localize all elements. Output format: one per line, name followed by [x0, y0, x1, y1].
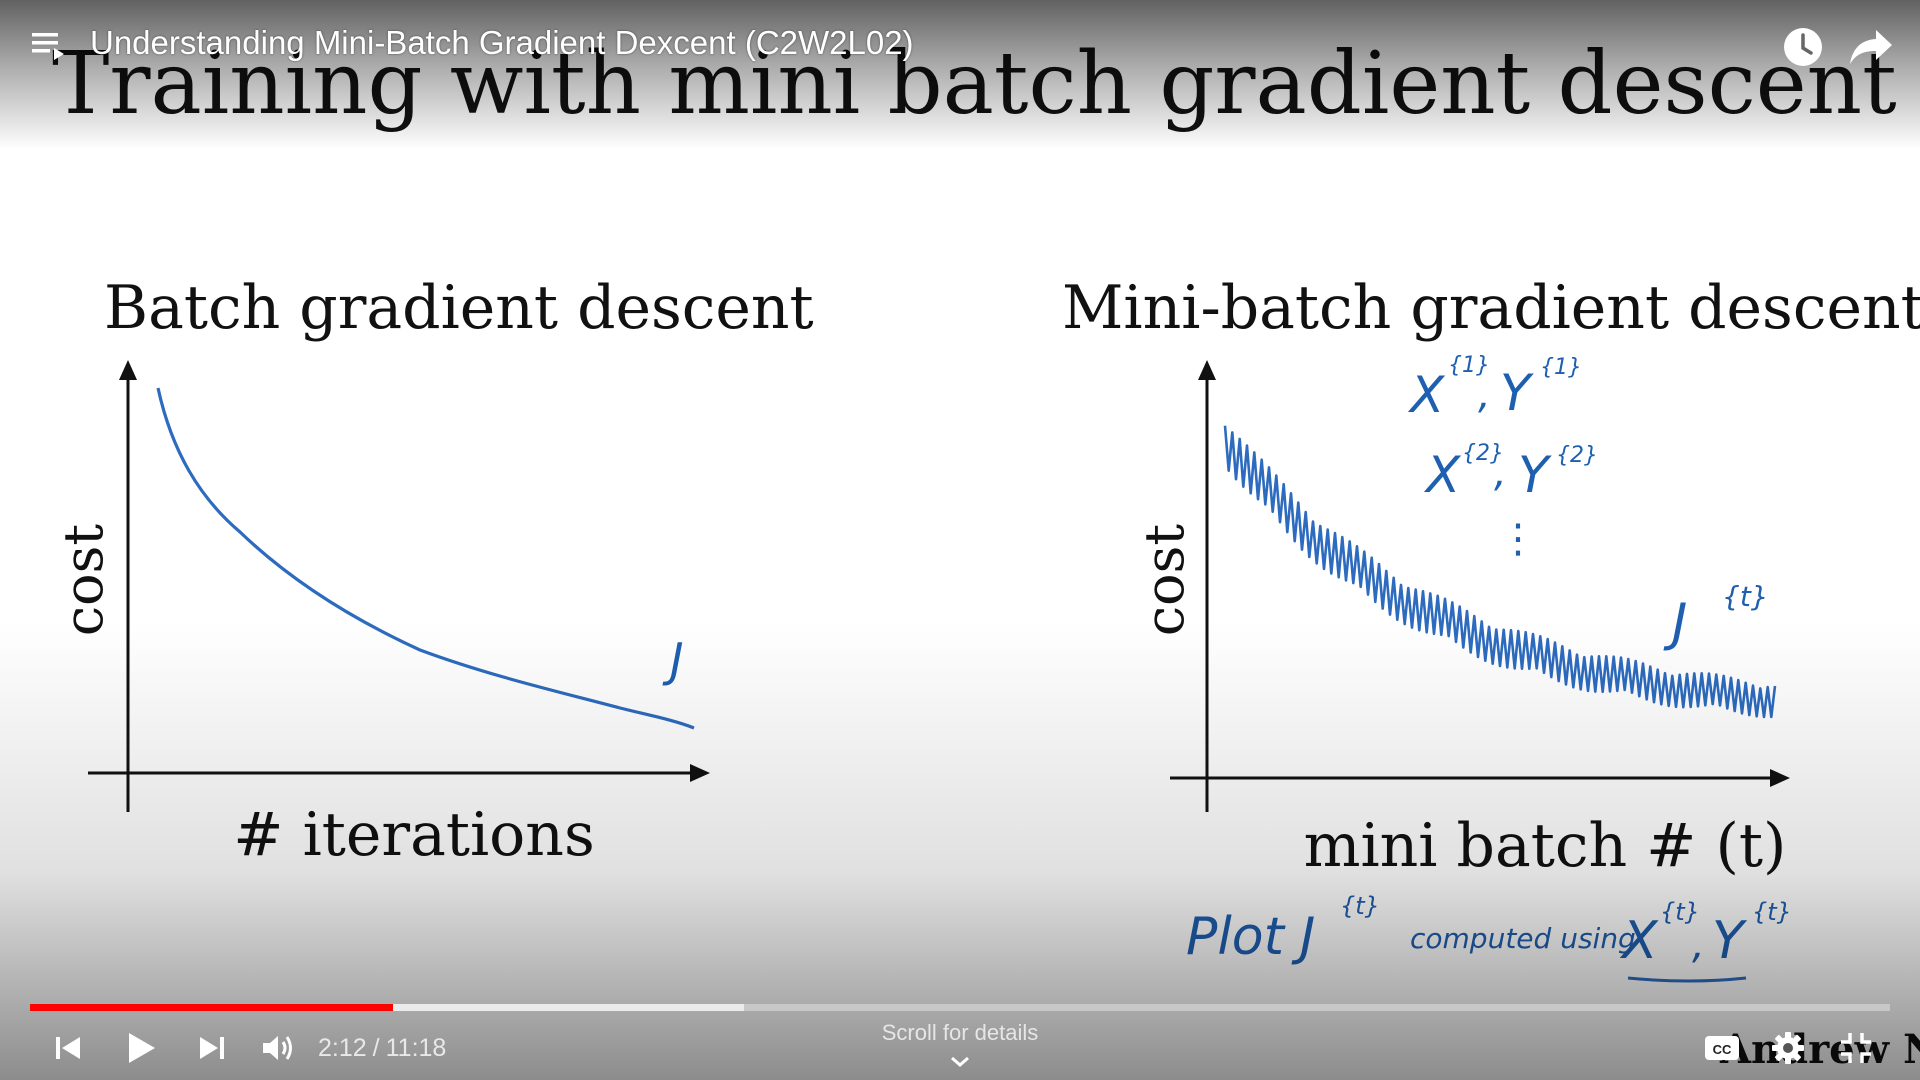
batch-gd-title: Batch gradient descent — [104, 273, 814, 343]
duration: 11:18 — [385, 1034, 447, 1062]
minibatch-gd-y-arrow — [1198, 360, 1216, 380]
svg-text:{1}: {1} — [1448, 353, 1490, 378]
svg-text:Y: Y — [1712, 911, 1748, 971]
batch-gd-curve-label: J — [662, 633, 684, 687]
svg-text:X: X — [1407, 366, 1446, 424]
seek-bar-played — [30, 1004, 393, 1011]
slide-footnote: Plot J {t} computed using X {t} , Y {t} — [1186, 892, 1792, 983]
next-icon[interactable] — [196, 1032, 228, 1064]
minibatch-gd-plot: Mini-batch gradient descent cost mini ba… — [1062, 273, 1920, 881]
minibatch-note-dots: ⋮ — [1498, 516, 1538, 562]
svg-text:J: J — [1663, 593, 1687, 653]
batch-gd-y-arrow — [119, 360, 137, 380]
minibatch-gd-ylabel: cost — [1133, 524, 1196, 636]
time-separator: / — [372, 1034, 380, 1062]
minibatch-gd-title: Mini-batch gradient descent — [1062, 273, 1920, 343]
svg-text:,: , — [1478, 372, 1491, 418]
minibatch-note-2: X {2} , Y {2} — [1423, 441, 1598, 504]
share-icon[interactable] — [1846, 24, 1896, 70]
svg-text:CC: CC — [1713, 1042, 1732, 1057]
exit-fullscreen-icon[interactable] — [1838, 1030, 1874, 1066]
svg-text:,: , — [1692, 922, 1705, 968]
previous-icon[interactable] — [52, 1032, 84, 1064]
current-time: 2:12 — [318, 1034, 367, 1062]
minibatch-gd-xlabel: mini batch # (t) — [1304, 811, 1787, 881]
svg-text:Y: Y — [1500, 364, 1534, 422]
batch-gd-cost-curve — [156, 387, 695, 730]
batch-gd-ylabel: cost — [52, 524, 115, 636]
svg-text:{t}: {t} — [1660, 898, 1700, 926]
play-icon[interactable] — [124, 1030, 158, 1066]
footnote-underline — [1627, 976, 1747, 983]
batch-gd-xlabel: # iterations — [233, 800, 594, 870]
svg-text:{2}: {2} — [1462, 441, 1504, 466]
player-controls: 2:12/11:18 Scroll for details CC — [0, 1020, 1920, 1080]
watermark: Andrew Ng — [1719, 1026, 1920, 1073]
svg-text:,: , — [1494, 450, 1507, 496]
video-title[interactable]: Understanding Mini-Batch Gradient Dexcen… — [90, 24, 914, 61]
svg-text:{t}: {t} — [1722, 580, 1769, 613]
batch-gd-x-arrow — [690, 764, 710, 782]
minibatch-curve-label: J {t} — [1663, 580, 1769, 653]
svg-text:computed using: computed using — [1410, 922, 1636, 955]
svg-text:{t}: {t} — [1340, 892, 1380, 920]
chevron-down-icon[interactable] — [948, 1054, 972, 1070]
svg-text:{2}: {2} — [1556, 443, 1598, 468]
playlist-icon[interactable] — [30, 28, 70, 64]
settings-gear-icon[interactable] — [1770, 1030, 1806, 1066]
svg-text:{t}: {t} — [1752, 898, 1792, 926]
player-top-bar: Understanding Mini-Batch Gradient Dexcen… — [0, 0, 1920, 90]
minibatch-gd-cost-curve — [1223, 425, 1777, 719]
svg-text:X: X — [1619, 911, 1659, 971]
time-display: 2:12/11:18 — [318, 1034, 446, 1063]
seek-bar-track — [30, 1004, 1890, 1011]
seek-bar[interactable] — [30, 1004, 1890, 1011]
volume-icon[interactable] — [260, 1030, 296, 1066]
scroll-for-details-label: Scroll for details — [881, 1020, 1039, 1045]
minibatch-gd-x-arrow — [1770, 769, 1790, 787]
svg-text:J: J — [1291, 907, 1315, 967]
svg-text:X: X — [1423, 446, 1462, 504]
captions-icon[interactable]: CC — [1704, 1034, 1740, 1062]
watch-later-clock-icon[interactable] — [1780, 24, 1826, 70]
svg-text:Y: Y — [1518, 446, 1552, 504]
svg-text:Plot: Plot — [1186, 907, 1286, 967]
svg-text:{1}: {1} — [1540, 355, 1582, 380]
minibatch-note-1: X {1} , Y {1} — [1407, 353, 1582, 424]
scroll-for-details[interactable]: Scroll for details — [860, 1020, 1060, 1046]
batch-gd-plot: Batch gradient descent cost # iterations… — [52, 273, 814, 870]
